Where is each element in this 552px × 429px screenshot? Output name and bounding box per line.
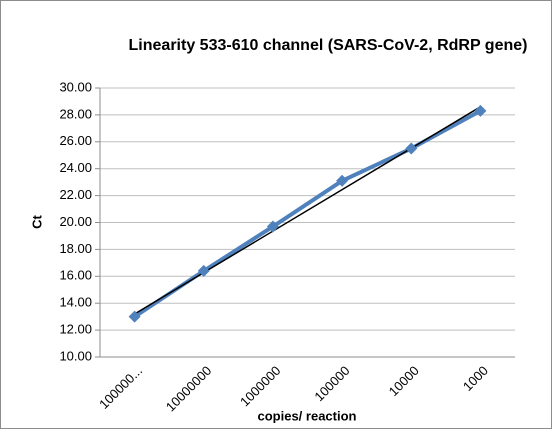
y-tick-label: 10.00 bbox=[59, 348, 92, 363]
y-tick-label: 22.00 bbox=[59, 187, 92, 202]
y-tick-label: 14.00 bbox=[59, 295, 92, 310]
marker bbox=[266, 220, 279, 233]
marker bbox=[128, 310, 141, 323]
y-tick-label: 30.00 bbox=[59, 79, 92, 94]
y-tick-label: 24.00 bbox=[59, 160, 92, 175]
marker bbox=[197, 264, 210, 277]
marker bbox=[405, 142, 418, 155]
y-tick-label: 20.00 bbox=[59, 214, 92, 229]
series-line bbox=[133, 109, 482, 319]
marker bbox=[336, 174, 349, 187]
x-axis-title: copies/ reaction bbox=[258, 408, 357, 423]
y-tick-label: 18.00 bbox=[59, 241, 92, 256]
y-tick-label: 28.00 bbox=[59, 106, 92, 121]
y-axis-title: Ct bbox=[29, 214, 44, 228]
y-tick-label: 16.00 bbox=[59, 268, 92, 283]
marker bbox=[474, 104, 487, 117]
trendline bbox=[134, 106, 481, 315]
chart-title: Linearity 533-610 channel (SARS-CoV-2, R… bbox=[129, 37, 528, 54]
y-tick-label: 12.00 bbox=[59, 322, 92, 337]
y-tick-label: 26.00 bbox=[59, 133, 92, 148]
